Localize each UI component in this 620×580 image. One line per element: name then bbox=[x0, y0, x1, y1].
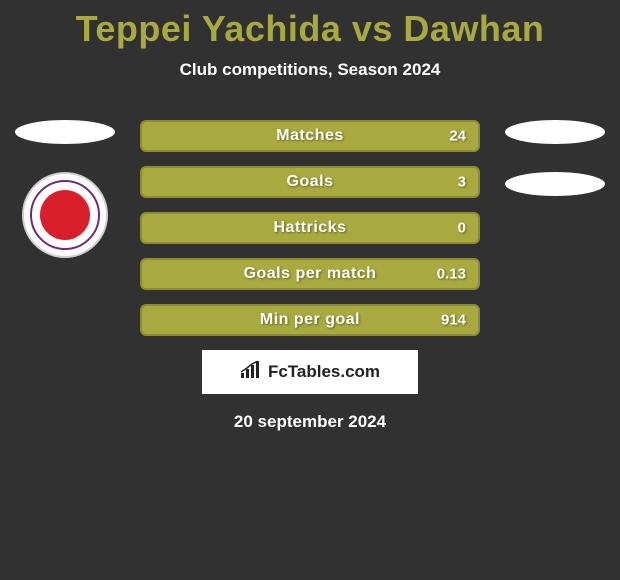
stat-value: 914 bbox=[441, 312, 466, 329]
player-left-placeholder bbox=[15, 120, 115, 144]
stat-bar-matches: Matches 24 bbox=[140, 120, 480, 152]
stat-label: Matches bbox=[276, 127, 344, 145]
stat-bar-goals: Goals 3 bbox=[140, 166, 480, 198]
stat-bars: Matches 24 Goals 3 Hattricks 0 Goals per… bbox=[140, 120, 480, 336]
stat-bar-hattricks: Hattricks 0 bbox=[140, 212, 480, 244]
brand-box: FcTables.com bbox=[202, 350, 418, 394]
stat-value: 0 bbox=[458, 220, 466, 237]
player-right-placeholder-2 bbox=[505, 172, 605, 196]
stat-label: Goals bbox=[287, 173, 334, 191]
comparison-body: Matches 24 Goals 3 Hattricks 0 Goals per… bbox=[0, 120, 620, 432]
crest-core bbox=[40, 190, 90, 240]
stat-value: 24 bbox=[449, 128, 466, 145]
comparison-subtitle: Club competitions, Season 2024 bbox=[0, 60, 620, 80]
bars-chart-icon bbox=[240, 361, 262, 384]
player-right-placeholder-1 bbox=[505, 120, 605, 144]
club-crest-kyoto-sanga bbox=[22, 172, 108, 258]
player-right-column bbox=[500, 120, 610, 224]
player-left-column bbox=[10, 120, 120, 258]
brand-label: FcTables.com bbox=[268, 362, 380, 382]
stat-label: Min per goal bbox=[260, 311, 360, 329]
stat-bar-min-per-goal: Min per goal 914 bbox=[140, 304, 480, 336]
comparison-title: Teppei Yachida vs Dawhan bbox=[0, 0, 620, 50]
comparison-date: 20 september 2024 bbox=[0, 412, 620, 432]
stat-value: 0.13 bbox=[437, 266, 466, 283]
stat-bar-goals-per-match: Goals per match 0.13 bbox=[140, 258, 480, 290]
stat-value: 3 bbox=[458, 174, 466, 191]
stat-label: Hattricks bbox=[274, 219, 347, 237]
stat-label: Goals per match bbox=[244, 265, 377, 283]
